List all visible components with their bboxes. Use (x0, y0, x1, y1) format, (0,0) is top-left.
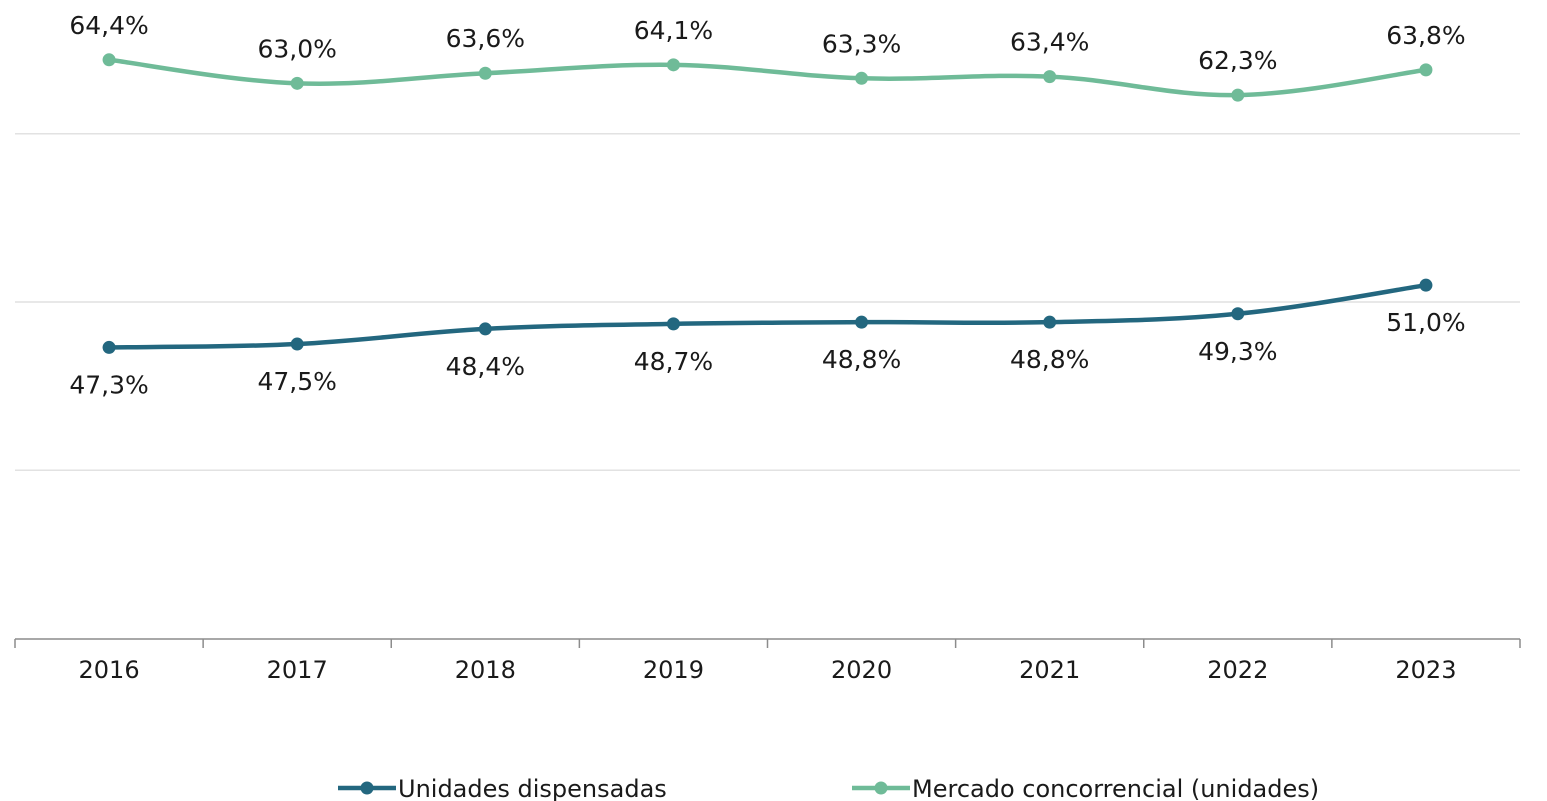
data-point (290, 337, 304, 351)
x-tick-label: 2023 (1395, 656, 1456, 684)
data-point (290, 76, 304, 90)
legend-label: Mercado concorrencial (unidades) (912, 775, 1319, 801)
data-point (1043, 315, 1057, 329)
x-tick-label: 2019 (643, 656, 704, 684)
data-point (855, 315, 869, 329)
data-point (478, 322, 492, 336)
data-label: 47,5% (257, 367, 336, 396)
series-group (102, 53, 1433, 354)
data-point (1043, 70, 1057, 84)
x-tick-label: 2018 (455, 656, 516, 684)
data-point (855, 71, 869, 85)
data-label: 51,0% (1386, 308, 1465, 337)
legend-item-1: Unidades dispensadas (338, 775, 667, 801)
data-label: 63,4% (1010, 28, 1089, 57)
data-label: 48,7% (634, 347, 713, 376)
x-tick-label: 2021 (1019, 656, 1080, 684)
legend-item-2: Mercado concorrencial (unidades) (852, 775, 1319, 801)
data-label: 63,6% (446, 24, 525, 53)
data-label: 49,3% (1198, 337, 1277, 366)
data-label: 64,4% (69, 11, 148, 40)
series-line-2 (106, 57, 1429, 98)
data-point (102, 53, 116, 67)
data-point (478, 66, 492, 80)
data-label: 48,8% (1010, 345, 1089, 374)
legend-marker (360, 781, 374, 795)
legend: Unidades dispensadas Mercado concorrencia… (338, 775, 1319, 801)
data-label: 62,3% (1198, 46, 1277, 75)
data-point (1419, 63, 1433, 77)
series-line-1 (106, 282, 1429, 350)
x-tick-label: 2022 (1207, 656, 1268, 684)
gridlines (15, 133, 1520, 471)
legend-marker (874, 781, 888, 795)
data-label: 63,8% (1386, 21, 1465, 50)
data-label: 63,3% (822, 29, 901, 58)
data-label: 63,0% (257, 34, 336, 63)
x-tick-label: 2016 (79, 656, 140, 684)
data-label: 48,4% (446, 352, 525, 381)
data-label: 47,3% (69, 370, 148, 399)
data-label: 48,8% (822, 345, 901, 374)
data-point (1231, 88, 1245, 102)
data-point (1419, 278, 1433, 292)
legend-label: Unidades dispensadas (398, 775, 667, 801)
data-labels: 47,3% 47,5% 48,4% 48,7% 48,8% 48,8% 49,3% 51,0%… (69, 11, 1465, 400)
data-point (102, 340, 116, 354)
data-point (1231, 307, 1245, 321)
data-point (666, 317, 680, 331)
data-label: 64,1% (634, 16, 713, 45)
data-point (666, 58, 680, 72)
x-axis: 2016 2017 2018 2019 2020 2021 2022 2023 (14, 638, 1521, 684)
x-tick-label: 2020 (831, 656, 892, 684)
x-tick-label: 2017 (267, 656, 328, 684)
